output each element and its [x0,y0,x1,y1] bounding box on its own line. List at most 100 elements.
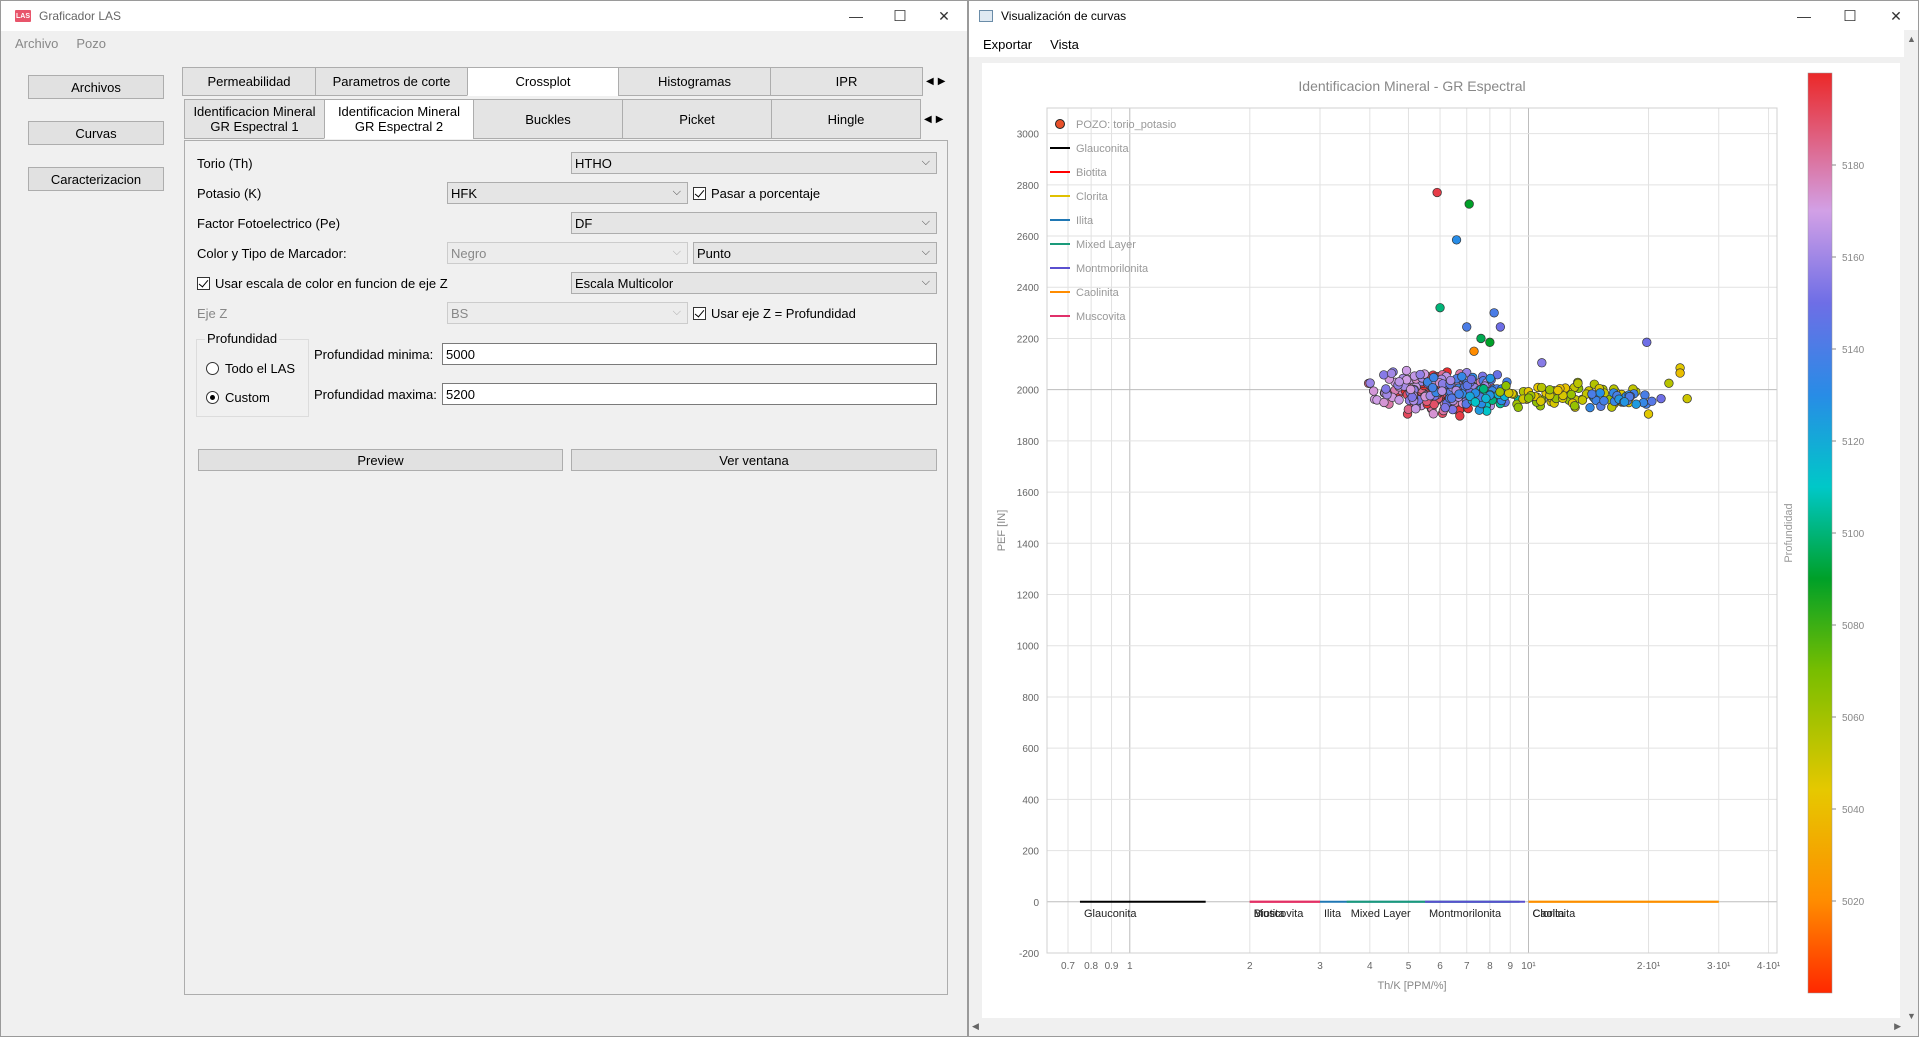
ejez-select: BS ⌵ [447,302,688,324]
pe-select[interactable]: DF ⌵ [571,212,937,234]
menu-pozo[interactable]: Pozo [76,35,106,51]
minimize-button[interactable]: — [849,8,863,24]
profundidad-group: Profundidad [196,331,309,417]
escala-select-value: Escala Multicolor [575,275,674,291]
y-tick-label: 2600 [1017,232,1040,243]
x-tick-label: 10¹ [1521,961,1536,972]
plot-close-button[interactable]: ✕ [1890,7,1902,24]
todo-las-radio[interactable]: Todo el LAS [206,357,295,379]
chevron-down-icon: ⌵ [921,276,930,288]
tab-gr-espectral-2[interactable]: Identificacion Mineral GR Espectral 2 [324,99,474,139]
scroll-up-icon[interactable]: ▲ [1907,34,1916,44]
close-button[interactable]: ✕ [938,7,950,24]
checkbox-checked-icon [693,186,706,200]
menu-exportar[interactable]: Exportar [983,36,1033,52]
plot-maximize-button[interactable]: ☐ [1843,8,1857,25]
plot-menubar: Exportar Vista [969,31,1918,57]
caracterizacion-button[interactable]: Caracterizacion [28,167,164,191]
main-menubar: Archivo Pozo [1,31,967,55]
preview-button[interactable]: Preview [198,449,563,471]
tab-picket[interactable]: Picket [622,99,772,139]
marker-type-select[interactable]: Punto ⌵ [693,242,937,264]
data-point [1428,409,1439,419]
chart-title: Identificacion Mineral - GR Espectral [1298,78,1525,94]
plot-minimize-button[interactable]: — [1797,8,1811,24]
data-point [1445,375,1456,386]
colorbar-tick-label: 5100 [1842,529,1865,540]
escala-color-checkbox[interactable]: Usar escala de color en funcion de eje Z [197,272,448,294]
potasio-select[interactable]: HFK ⌵ [447,182,688,204]
ejez-profundidad-label: Usar eje Z = Profundidad [711,305,856,321]
data-point [1664,378,1674,388]
data-point [1479,384,1489,394]
scroll-down-icon[interactable]: ▼ [1907,1011,1916,1021]
tab-hingle[interactable]: Hingle [771,99,921,139]
custom-radio[interactable]: Custom [206,386,270,408]
tab-parametros-corte[interactable]: Parametros de corte [315,67,468,96]
tab-scroll-right-icon[interactable]: ▶ [937,76,946,87]
x-tick-label: 2·10¹ [1637,961,1661,972]
subtab-scroll-right-icon[interactable]: ▶ [935,113,944,125]
scroll-left-icon[interactable]: ◀ [972,1021,979,1031]
escala-color-label: Usar escala de color en funcion de eje Z [215,275,448,291]
prof-min-label: Profundidad minima: [314,346,434,362]
data-point [1476,333,1486,344]
tab-scroll-left-icon[interactable]: ◀ [926,76,934,87]
tab-ipr[interactable]: IPR [770,67,923,96]
data-point [1631,399,1641,409]
y-tick-label: 2800 [1017,181,1040,192]
data-point [1553,385,1563,396]
y-tick-label: 1400 [1017,539,1040,550]
data-point [1599,396,1609,406]
x-tick-label: 3 [1317,961,1323,972]
horizontal-scrollbar[interactable]: ◀ ▶ [969,1018,1904,1036]
data-point [1642,337,1652,347]
escala-select[interactable]: Escala Multicolor ⌵ [571,272,937,294]
tab-buckles[interactable]: Buckles [473,99,623,139]
y-tick-label: -200 [1019,949,1039,960]
ver-ventana-button[interactable]: Ver ventana [571,449,937,471]
main-window: LAS Graficador LAS — ☐ ✕ Archivo Pozo Ar… [0,0,968,1037]
torio-select[interactable]: HTHO ⌵ [571,152,937,174]
ejez-profundidad-checkbox[interactable]: Usar eje Z = Profundidad [693,302,856,324]
y-tick-label: 2000 [1017,386,1040,397]
menu-archivo[interactable]: Archivo [15,35,59,51]
menu-vista[interactable]: Vista [1050,36,1079,52]
crossplot-chart[interactable]: Identificacion Mineral - GR Espectral 0.7… [982,63,1900,1018]
colorbar-tick-label: 5180 [1842,161,1865,172]
prof-max-input[interactable]: 5200 [442,383,937,405]
data-point [1379,370,1389,380]
data-point [1495,322,1506,332]
plot-window-title: Visualización de curvas [1001,9,1127,23]
data-point [1577,395,1588,405]
data-point [1462,322,1472,332]
data-point [1432,187,1442,198]
mineral-band-label: Muscovita [1254,908,1304,920]
maximize-button[interactable]: ☐ [893,8,907,25]
data-point [1524,393,1534,403]
pasar-porcentaje-checkbox[interactable]: Pasar a porcentaje [693,182,820,204]
tab-gr-espectral-1[interactable]: Identificacion Mineral GR Espectral 1 [184,99,325,139]
legend-label: Biotita [1076,167,1107,179]
data-point [1566,389,1576,400]
archivos-button[interactable]: Archivos [28,75,164,99]
vertical-scrollbar[interactable]: ▲ ▼ [1904,30,1918,1023]
subtab-scroll-left-icon[interactable]: ◀ [924,113,932,125]
radio-selected-icon [206,390,219,404]
tab-histogramas[interactable]: Histogramas [618,67,771,96]
curvas-button[interactable]: Curvas [28,121,164,145]
scroll-right-icon[interactable]: ▶ [1894,1021,1901,1031]
legend-point-marker [1055,119,1065,129]
prof-min-input[interactable]: 5000 [442,343,937,365]
sub-tabs-scroll[interactable]: ◀ ▶ [924,99,943,139]
tab-crossplot[interactable]: Crossplot [467,67,619,96]
data-point [1394,377,1404,387]
tab-permeabilidad[interactable]: Permeabilidad [182,67,316,96]
colorbar [1807,72,1833,994]
main-tabs-scroll[interactable]: ◀ ▶ [926,67,945,96]
data-point [1454,389,1464,399]
mineral-band-label: Caolinita [1532,908,1576,920]
x-tick-label: 0.7 [1061,961,1075,972]
data-point [1489,308,1499,318]
x-tick-label: 3·10¹ [1707,961,1731,972]
